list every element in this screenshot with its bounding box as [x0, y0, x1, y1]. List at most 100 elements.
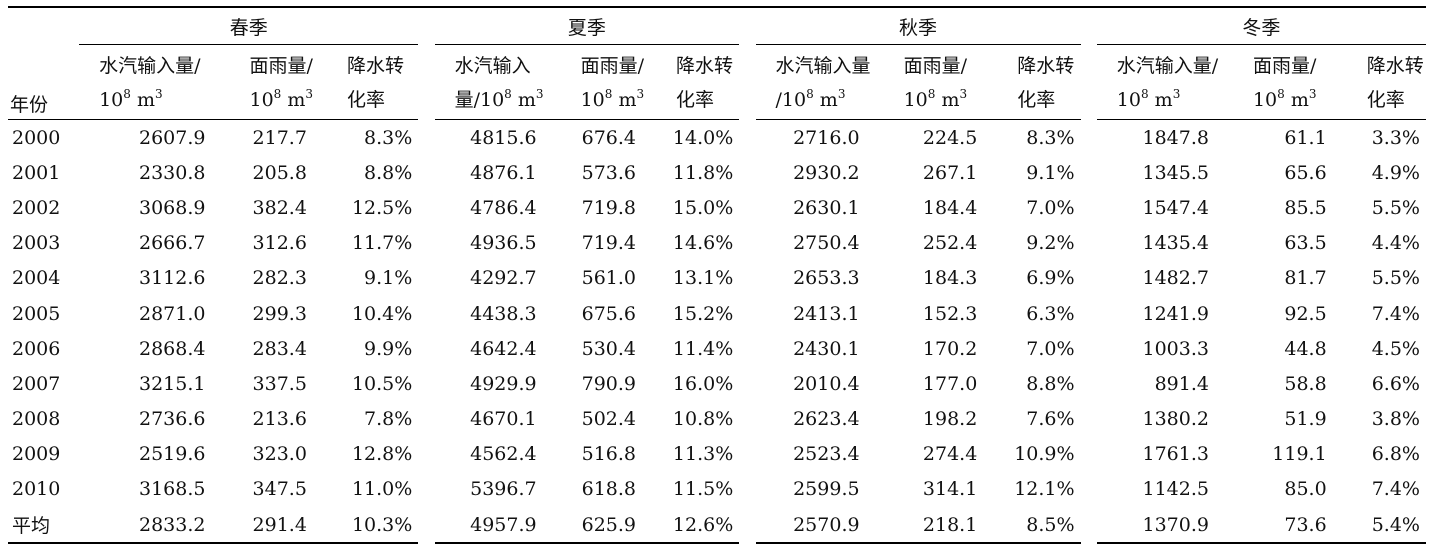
value-cell: 561.0 [581, 267, 637, 290]
value-cell: 61.1 [1284, 126, 1327, 149]
value-cell: 502.4 [581, 408, 637, 431]
value-cell: 11.3% [672, 443, 734, 466]
value-cell: 274.4 [922, 443, 978, 466]
value-cell: 58.8 [1284, 372, 1327, 395]
value-cell: 283.4 [252, 337, 307, 360]
value-cell: 218.1 [887, 507, 1000, 544]
value-cell: 4.5% [1371, 337, 1420, 360]
value-cell: 2599.5 [793, 478, 860, 501]
value-cell: 65.6 [1284, 161, 1327, 184]
year-cell: 2007 [12, 372, 61, 395]
value-cell: 4786.4 [470, 196, 537, 219]
column-header-spring-2: 面雨量/108 m3 [233, 44, 329, 120]
value-cell: 8.8% [1026, 372, 1075, 395]
value-cell: 4929.9 [470, 372, 537, 395]
value-cell: 4.4% [1371, 232, 1420, 255]
value-cell: 2930.2 [793, 161, 860, 184]
value-cell: 7.8% [364, 408, 413, 431]
value-cell: 73.6 [1236, 507, 1349, 544]
value-cell: 4936.5 [470, 232, 537, 255]
value-cell: 337.5 [252, 372, 307, 395]
value-cell: 2330.8 [139, 161, 206, 184]
value-cell: 10.9% [1014, 443, 1075, 466]
year-cell: 2009 [12, 443, 61, 466]
column-header-winter-3: 降水转 化率 [1348, 44, 1426, 120]
table-row: 2001 2330.8 205.8 8.8% 4876.1 573.6 11.8% 2930.… [8, 155, 1426, 190]
value-cell: 11.0% [351, 478, 413, 501]
value-cell: 3068.9 [139, 196, 206, 219]
value-cell: 2430.1 [793, 337, 860, 360]
value-cell: 10.8% [672, 408, 734, 431]
value-cell: 4562.4 [470, 443, 537, 466]
table-body: 2000 2607.9 217.7 8.3% 4815.6 676.4 14.0% 2716.… [8, 120, 1426, 544]
value-cell: 81.7 [1284, 267, 1327, 290]
value-cell: 3168.5 [139, 478, 206, 501]
value-cell: 4670.1 [470, 408, 537, 431]
value-cell: 4815.6 [470, 126, 537, 149]
value-cell: 12.1% [1014, 478, 1075, 501]
value-cell: 6.3% [1026, 302, 1075, 325]
value-cell: 15.2% [672, 302, 734, 325]
table-row: 2003 2666.7 312.6 11.7% 4936.5 719.4 14.6% 2750… [8, 226, 1426, 261]
value-cell: 252.4 [922, 232, 978, 255]
column-header-autumn-1: 水汽输入量/108 m3 [755, 44, 888, 120]
value-cell: 2833.2 [79, 507, 234, 544]
value-cell: 205.8 [252, 161, 307, 184]
value-cell: 14.6% [672, 232, 734, 255]
value-cell: 719.8 [581, 196, 637, 219]
year-cell: 2002 [12, 196, 61, 219]
year-cell: 平均 [8, 507, 80, 544]
column-header-summer-2: 面雨量/108 m3 [564, 44, 659, 120]
value-cell: 1761.3 [1142, 443, 1209, 466]
value-cell: 2868.4 [139, 337, 206, 360]
value-cell: 516.8 [581, 443, 637, 466]
value-cell: 184.3 [922, 267, 978, 290]
value-cell: 2519.6 [139, 443, 206, 466]
value-cell: 6.8% [1371, 443, 1420, 466]
value-cell: 2523.4 [793, 443, 860, 466]
value-cell: 5396.7 [470, 478, 537, 501]
value-cell: 573.6 [581, 161, 637, 184]
value-cell: 7.4% [1371, 478, 1420, 501]
value-cell: 7.0% [1026, 196, 1075, 219]
value-cell: 3215.1 [139, 372, 206, 395]
column-header-summer-3: 降水转 化率 [658, 44, 740, 120]
value-cell: 1547.4 [1142, 196, 1209, 219]
value-cell: 3.8% [1371, 408, 1420, 431]
table-row: 2009 2519.6 323.0 12.8% 4562.4 516.8 11.3% 2523… [8, 437, 1426, 472]
value-cell: 2630.1 [793, 196, 860, 219]
value-cell: 4876.1 [470, 161, 537, 184]
value-cell: 8.5% [999, 507, 1081, 544]
year-cell: 2010 [12, 478, 61, 501]
value-cell: 1380.2 [1142, 408, 1209, 431]
value-cell: 9.1% [1026, 161, 1075, 184]
value-cell: 6.6% [1371, 372, 1420, 395]
value-cell: 2716.0 [793, 126, 860, 149]
value-cell: 2570.9 [755, 507, 888, 544]
value-cell: 719.4 [581, 232, 637, 255]
year-cell: 2006 [12, 337, 61, 360]
table-row: 2006 2868.4 283.4 9.9% 4642.4 530.4 11.4% 2430.… [8, 331, 1426, 366]
value-cell: 10.4% [351, 302, 413, 325]
year-header-spacer [8, 6, 80, 45]
value-cell: 530.4 [581, 337, 637, 360]
value-cell: 3.3% [1371, 126, 1420, 149]
value-cell: 618.8 [581, 478, 637, 501]
value-cell: 382.4 [252, 196, 307, 219]
value-cell: 11.5% [672, 478, 734, 501]
table-row: 2002 3068.9 382.4 12.5% 4786.4 719.8 15.0% 2630… [8, 190, 1426, 225]
value-cell: 2750.4 [793, 232, 860, 255]
value-cell: 8.8% [364, 161, 413, 184]
seasonal-water-vapor-table: 春季 夏季 秋季 冬季 年份 水汽输入量/108 m3 面雨量/108 m3 降水转… [8, 6, 1426, 544]
value-cell: 44.8 [1284, 337, 1327, 360]
value-cell: 119.1 [1272, 443, 1327, 466]
value-cell: 1142.5 [1142, 478, 1209, 501]
value-cell: 9.9% [364, 337, 413, 360]
column-header-spring-3: 降水转 化率 [328, 44, 419, 120]
value-cell: 2736.6 [139, 408, 206, 431]
season-winter: 冬季 [1096, 6, 1426, 45]
value-cell: 2413.1 [793, 302, 860, 325]
season-header-row: 春季 夏季 秋季 冬季 [8, 6, 1426, 45]
value-cell: 85.0 [1284, 478, 1327, 501]
value-cell: 2871.0 [139, 302, 206, 325]
